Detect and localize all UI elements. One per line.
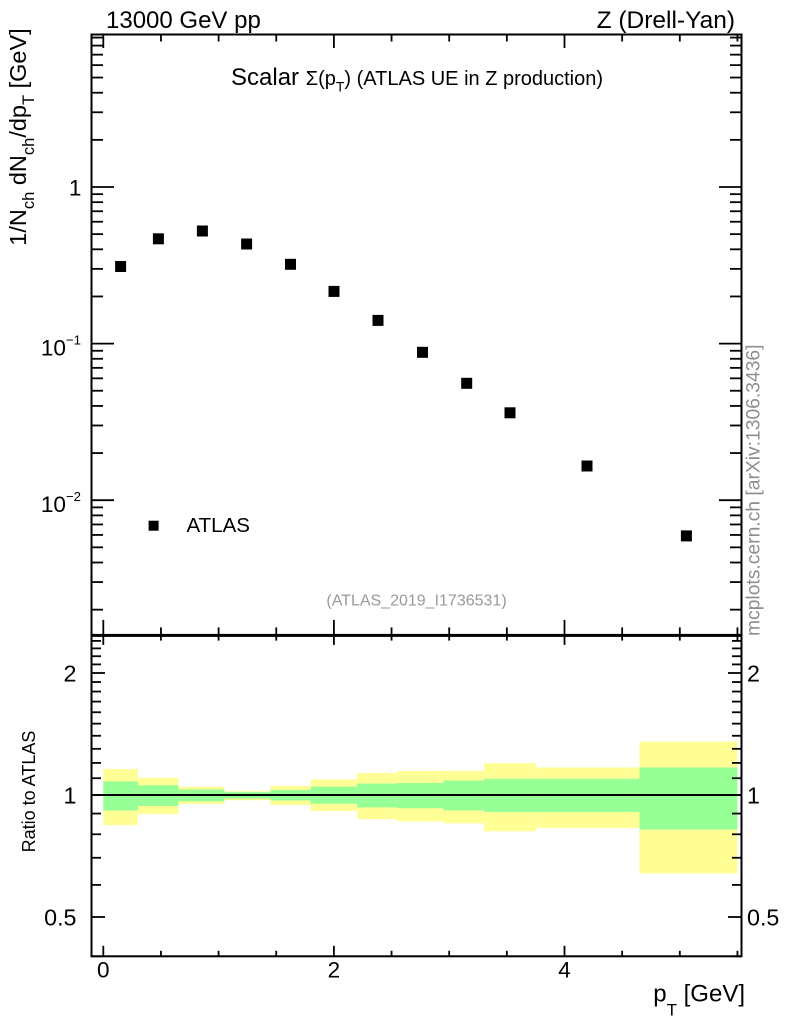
- svg-text:(ATLAS_2019_I1736531): (ATLAS_2019_I1736531): [326, 593, 506, 610]
- svg-text:0.5: 0.5: [44, 905, 76, 931]
- svg-text:0: 0: [97, 958, 110, 983]
- svg-text:1: 1: [69, 175, 82, 200]
- svg-text:Ratio to ATLAS: Ratio to ATLAS: [19, 731, 39, 853]
- svg-text:Scalar Σ(pT) (ATLAS UE in Z pr: Scalar Σ(pT) (ATLAS UE in Z production): [231, 64, 603, 95]
- svg-text:ATLAS: ATLAS: [187, 514, 250, 537]
- svg-text:2: 2: [64, 661, 77, 687]
- svg-text:mcplots.cern.ch [arXiv:1306.34: mcplots.cern.ch [arXiv:1306.3436]: [744, 344, 765, 636]
- svg-text:13000 GeV pp: 13000 GeV pp: [106, 7, 261, 34]
- svg-text:4: 4: [558, 958, 571, 983]
- svg-text:1: 1: [747, 783, 760, 809]
- svg-text:1: 1: [64, 783, 77, 809]
- svg-text:2: 2: [747, 661, 760, 687]
- svg-text:0.5: 0.5: [747, 905, 779, 931]
- svg-text:Z (Drell-Yan): Z (Drell-Yan): [597, 7, 735, 34]
- svg-text:2: 2: [328, 958, 341, 983]
